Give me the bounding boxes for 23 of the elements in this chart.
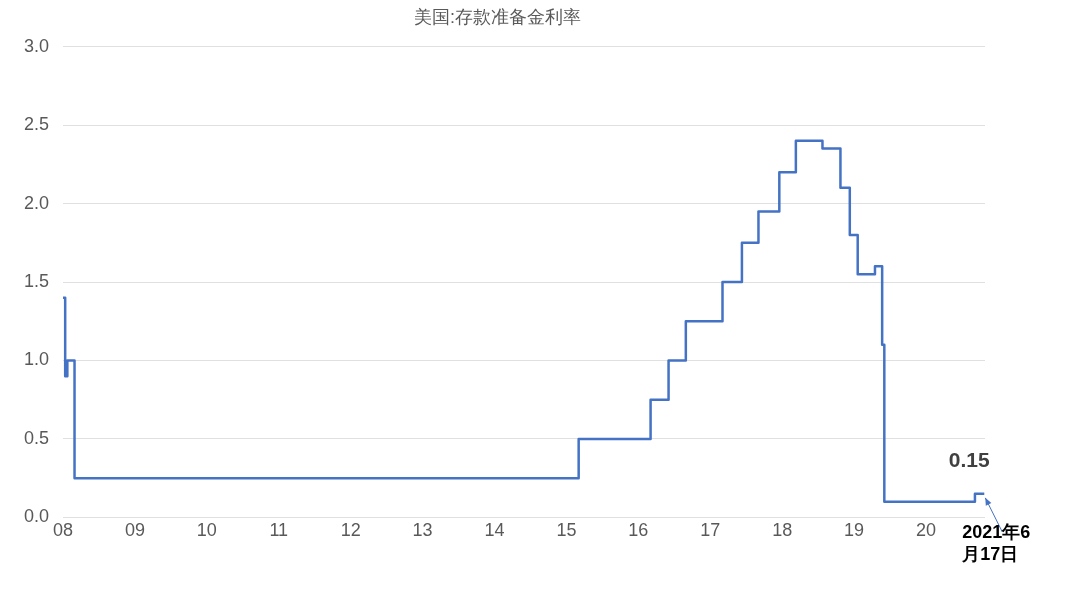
x-tick-label: 15 [556,520,577,541]
x-tick-label: 14 [484,520,505,541]
y-tick-label: 0.0 [23,506,50,527]
x-tick-label: 10 [196,520,217,541]
y-tick-label: 1.0 [23,349,50,370]
annotation: 2021年6月17日 [961,521,1031,564]
x-tick-label: 09 [124,520,145,541]
y-tick-label: 3.0 [23,35,50,56]
x-tick-label: 12 [340,520,361,541]
y-tick-label: 1.5 [23,270,50,291]
chart-title: 美国:存款准备金利率 [413,6,582,27]
y-tick-label: 2.5 [23,114,50,135]
x-tick-label: 17 [700,520,721,541]
x-tick-label: 13 [412,520,433,541]
x-tick-label: 18 [772,520,793,541]
x-tick-label: 19 [844,520,865,541]
x-tick-label: 11 [269,520,289,541]
y-tick-label: 0.5 [23,427,50,448]
x-tick-label: 20 [916,520,937,541]
annotation: 0.15 [948,448,991,472]
y-tick-label: 2.0 [23,192,50,213]
x-tick-label: 08 [53,520,74,541]
x-tick-label: 16 [628,520,649,541]
